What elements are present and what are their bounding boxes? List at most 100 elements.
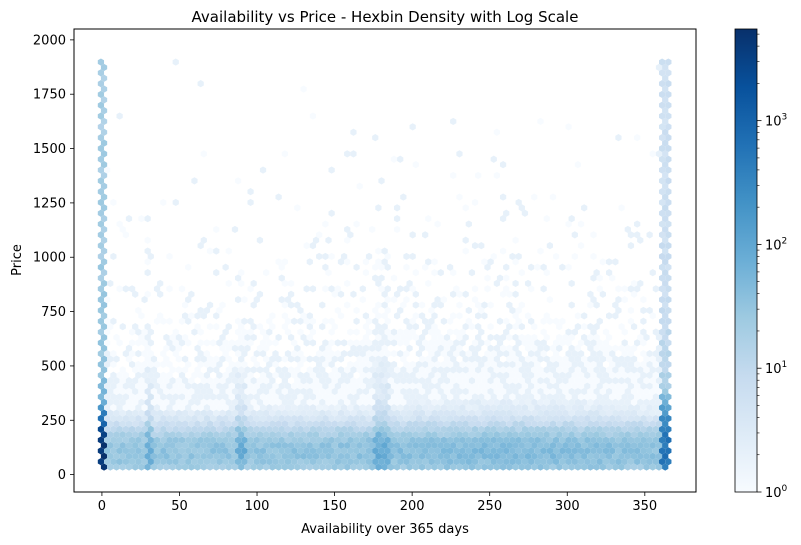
hex-cell <box>100 128 108 136</box>
hex-cell <box>640 306 647 315</box>
hex-cell <box>559 360 566 369</box>
hex-cell <box>478 339 485 347</box>
hex-cell <box>655 420 663 428</box>
hex-cell <box>225 463 232 471</box>
hex-cell <box>662 96 669 104</box>
hex-cell <box>443 441 451 450</box>
hex-cell <box>100 312 108 320</box>
hex-cell <box>655 431 663 439</box>
hex-cell <box>384 436 391 444</box>
hex-cell <box>512 387 519 396</box>
hex-cell <box>400 431 407 439</box>
hex-cell <box>646 414 653 423</box>
hex-cell <box>637 441 644 450</box>
hex-cell <box>331 355 338 363</box>
hex-cell <box>157 452 164 460</box>
hex-cell <box>281 323 288 331</box>
hex-cell <box>316 371 323 379</box>
hex-cell <box>350 463 357 471</box>
hex-cell <box>556 420 563 428</box>
hex-cell <box>178 393 186 401</box>
hex-cell <box>549 355 557 363</box>
hex-cell <box>456 409 463 417</box>
hex-cell <box>325 452 332 460</box>
hex-cell <box>147 339 154 347</box>
hex-cell <box>378 414 385 423</box>
hex-cell <box>658 101 666 109</box>
hex-cell <box>203 371 211 379</box>
hex-cell <box>350 431 357 439</box>
hex-cell <box>415 436 423 444</box>
hex-cell <box>621 414 628 423</box>
hex-cell <box>499 344 507 352</box>
hex-cell <box>450 452 457 460</box>
hex-cell <box>328 458 335 466</box>
hex-cell <box>440 360 447 369</box>
hex-cell <box>596 458 603 466</box>
hex-cell <box>272 339 279 347</box>
hex-cell <box>169 333 176 342</box>
hex-cell <box>216 371 223 379</box>
hex-cell <box>272 447 279 455</box>
hex-cell <box>587 366 594 374</box>
hex-cell <box>665 58 672 66</box>
hex-cell <box>369 398 376 406</box>
hex-cell <box>300 312 307 320</box>
hex-cell <box>549 441 557 450</box>
hex-cell <box>200 355 207 363</box>
hex-cell <box>362 323 370 331</box>
hex-cell <box>662 387 669 396</box>
hex-cell <box>422 328 429 336</box>
hex-cell <box>278 263 285 271</box>
hex-cell <box>372 371 379 379</box>
hex-cell <box>181 312 189 320</box>
hex-cell <box>125 409 133 417</box>
hex-cell <box>200 387 207 396</box>
hex-cell <box>462 204 469 212</box>
hex-cell <box>100 333 108 342</box>
hex-cell <box>384 414 391 423</box>
hex-cell <box>434 296 441 304</box>
hex-cell <box>605 344 613 352</box>
hex-cell <box>450 290 457 298</box>
hex-cell <box>253 382 260 390</box>
hex-cell <box>100 150 108 158</box>
hex-cell <box>440 393 447 401</box>
hex-cell <box>425 366 432 374</box>
hex-cell <box>615 296 622 304</box>
hex-cell <box>150 420 158 428</box>
hex-cell <box>646 231 653 239</box>
hex-cell <box>331 409 338 417</box>
hex-cell <box>234 317 242 325</box>
hex-cell <box>228 382 235 390</box>
hex-cell <box>259 339 267 347</box>
hex-cell <box>471 447 479 455</box>
hex-cell <box>509 425 516 433</box>
hex-cell <box>465 404 472 412</box>
hex-cell <box>403 285 410 293</box>
hex-cell <box>294 377 301 385</box>
hex-cell <box>107 323 114 331</box>
hex-cell <box>125 452 133 460</box>
hex-cell <box>100 344 108 352</box>
hex-cell <box>384 371 391 379</box>
hex-cell <box>381 463 388 471</box>
hex-cell <box>565 360 572 369</box>
hex-cell <box>97 404 105 412</box>
hex-cell <box>481 463 488 471</box>
hex-cell <box>337 366 345 374</box>
hex-cell <box>590 350 597 358</box>
hex-cell <box>278 393 285 401</box>
hex-cell <box>587 452 594 460</box>
hex-cell <box>630 463 638 471</box>
hex-cell <box>630 323 638 331</box>
hex-cell <box>630 279 638 288</box>
hex-cell <box>219 355 226 363</box>
hex-cell <box>294 431 301 439</box>
hex-cell <box>468 441 476 450</box>
hex-cell <box>662 225 669 234</box>
hex-cell <box>337 420 345 428</box>
hex-cell <box>297 371 304 379</box>
hex-cell <box>596 371 603 379</box>
hex-cell <box>646 360 653 369</box>
